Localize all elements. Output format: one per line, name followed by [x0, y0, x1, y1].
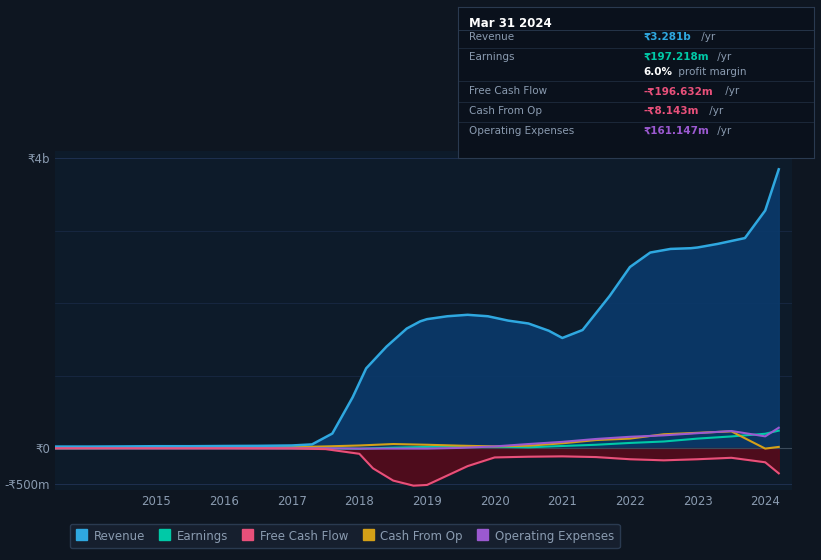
- Text: /yr: /yr: [714, 52, 732, 62]
- Text: ₹3.281b: ₹3.281b: [644, 32, 691, 42]
- Legend: Revenue, Earnings, Free Cash Flow, Cash From Op, Operating Expenses: Revenue, Earnings, Free Cash Flow, Cash …: [70, 524, 620, 548]
- Text: Mar 31 2024: Mar 31 2024: [469, 17, 552, 30]
- Text: 6.0%: 6.0%: [644, 67, 672, 77]
- Text: Free Cash Flow: Free Cash Flow: [469, 86, 547, 96]
- Text: Revenue: Revenue: [469, 32, 514, 42]
- Text: ₹197.218m: ₹197.218m: [644, 52, 709, 62]
- Text: /yr: /yr: [706, 106, 723, 116]
- Text: Earnings: Earnings: [469, 52, 514, 62]
- Text: Cash From Op: Cash From Op: [469, 106, 542, 116]
- Text: -₹196.632m: -₹196.632m: [644, 86, 713, 96]
- Text: profit margin: profit margin: [675, 67, 746, 77]
- Text: /yr: /yr: [699, 32, 716, 42]
- Text: ₹161.147m: ₹161.147m: [644, 125, 709, 136]
- Text: /yr: /yr: [714, 125, 732, 136]
- Text: -₹8.143m: -₹8.143m: [644, 106, 699, 116]
- Text: /yr: /yr: [722, 86, 739, 96]
- Text: Operating Expenses: Operating Expenses: [469, 125, 574, 136]
